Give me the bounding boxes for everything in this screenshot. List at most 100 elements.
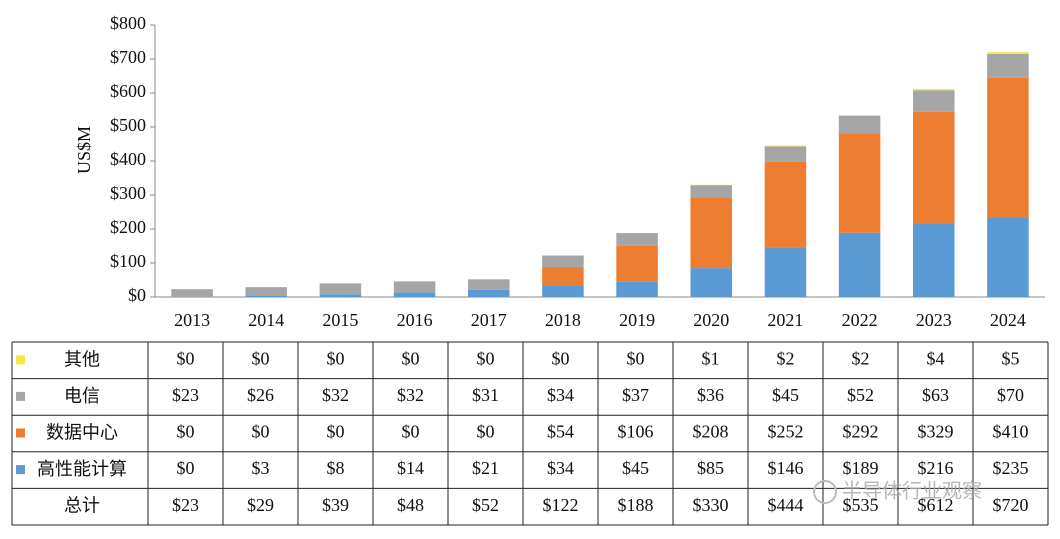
bar-segment (245, 287, 288, 296)
table-cell: $45 (622, 458, 649, 478)
bar-segment (542, 267, 584, 286)
bar-segment (171, 289, 213, 297)
table-cell: $720 (993, 495, 1029, 515)
table-cell: $32 (322, 385, 349, 405)
bar-segment (245, 295, 288, 297)
bar-segment (690, 197, 733, 269)
bar-segment (467, 289, 510, 297)
legend-label: 高性能计算 (37, 459, 127, 480)
table-cell: $34 (547, 458, 574, 478)
y-tick-label: $700 (110, 47, 146, 67)
bar-segment (393, 292, 436, 297)
table-cell: $29 (247, 495, 274, 515)
table-cell: $0 (177, 422, 195, 442)
table-cell: $8 (327, 458, 345, 478)
table-cell: $0 (477, 422, 495, 442)
table-cell: $36 (697, 385, 724, 405)
table-cell: $1 (702, 348, 720, 368)
table-cell: $31 (472, 385, 499, 405)
x-tick-label: 2019 (619, 310, 655, 330)
bar-segment (912, 88, 955, 91)
table-cell: $26 (247, 385, 274, 405)
bar-segment (838, 133, 881, 233)
x-tick-label: 2024 (990, 310, 1026, 330)
table-cell: $0 (252, 348, 270, 368)
table-cell: $216 (918, 458, 954, 478)
bar-segment (764, 161, 807, 248)
table-cell: $85 (697, 458, 724, 478)
table-cell: $0 (327, 348, 345, 368)
table-cell: $410 (993, 422, 1029, 442)
bar-segment (987, 217, 1029, 297)
bar-segment (912, 111, 955, 224)
x-tick-label: 2021 (767, 310, 803, 330)
bar-segment (912, 90, 955, 112)
y-tick-label: $800 (110, 13, 146, 33)
legend-swatch (16, 428, 25, 438)
table-cell: $21 (472, 458, 499, 478)
legend-swatch (16, 355, 25, 365)
legend-swatch (16, 391, 25, 401)
x-tick-label: 2022 (842, 310, 878, 330)
bar-segment (764, 146, 807, 162)
x-tick-label: 2017 (471, 310, 507, 330)
bar-segment (616, 233, 658, 246)
x-tick-label: 2023 (916, 310, 952, 330)
table-cell: $0 (477, 348, 495, 368)
legend-swatch (16, 465, 25, 475)
table-cell: $45 (772, 385, 799, 405)
legend-label: 其他 (64, 349, 100, 370)
table-cell: $2 (777, 348, 795, 368)
bar-segment (987, 77, 1029, 218)
table-cell: $32 (397, 385, 424, 405)
legend-label: 数据中心 (46, 423, 118, 444)
table-cell: $0 (252, 422, 270, 442)
y-axis-label: US$M (74, 126, 94, 174)
bar-segment (616, 281, 658, 297)
table-cell: $330 (693, 495, 729, 515)
bar-segment (690, 185, 733, 198)
bar-segment (542, 255, 584, 268)
table-cell: $3 (252, 458, 270, 478)
bar-segment (838, 232, 881, 297)
table-cell: $2 (852, 348, 870, 368)
table-cell: $0 (177, 458, 195, 478)
bar-segment (319, 283, 362, 295)
table-cell: $189 (843, 458, 879, 478)
table-cell: $37 (622, 385, 649, 405)
bar-segment (987, 53, 1029, 78)
y-tick-label: $600 (110, 81, 146, 101)
table-cell: $292 (843, 422, 879, 442)
y-tick-label: $400 (110, 149, 146, 169)
bar-segment (616, 245, 658, 282)
x-tick-label: 2015 (322, 310, 358, 330)
bar-segment (764, 247, 807, 297)
table-cell: $23 (172, 385, 199, 405)
table-cell: $146 (768, 458, 804, 478)
x-tick-label: 2018 (545, 310, 581, 330)
watermark-icon (813, 480, 837, 504)
x-tick-label: 2020 (693, 310, 729, 330)
table-cell: $63 (922, 385, 949, 405)
row-label: 总计 (64, 496, 100, 517)
table-cell: $14 (397, 458, 424, 478)
table-cell: $122 (543, 495, 579, 515)
bar-segment (542, 285, 584, 297)
x-tick-label: 2013 (174, 310, 210, 330)
y-tick-label: $200 (110, 217, 146, 237)
bar-segment (319, 294, 362, 297)
table-cell: $252 (768, 422, 804, 442)
table-cell: $52 (472, 495, 499, 515)
table-cell: $70 (997, 385, 1024, 405)
table-cell: $4 (927, 348, 945, 368)
bar-segment (690, 268, 733, 297)
bar-segment (987, 52, 1029, 54)
bar-segment (764, 145, 807, 147)
legend-label: 电信 (64, 386, 100, 407)
table-cell: $23 (172, 495, 199, 515)
table-cell: $188 (618, 495, 654, 515)
y-tick-label: $500 (110, 115, 146, 135)
table-cell: $0 (627, 348, 645, 368)
x-tick-label: 2016 (397, 310, 433, 330)
watermark: 半导体行业观察 (842, 479, 982, 503)
